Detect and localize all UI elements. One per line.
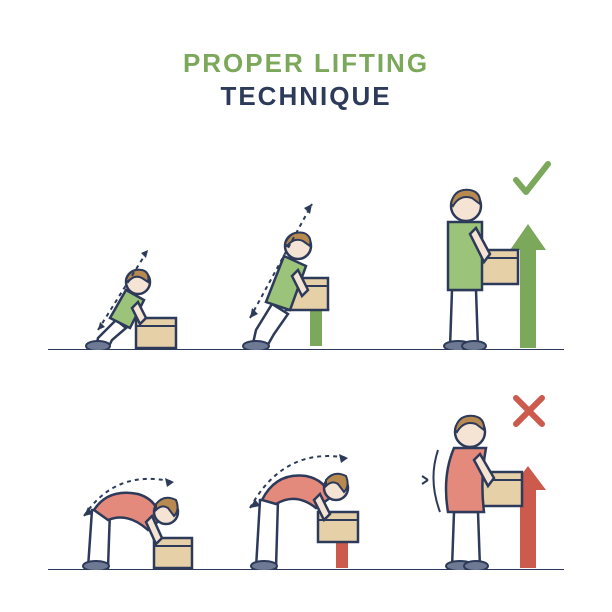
figure-squat-low (48, 200, 198, 350)
panel-wrong-1 (48, 420, 208, 570)
row-correct (48, 150, 564, 350)
title-line1: PROPER LIFTING (0, 48, 612, 79)
panel-wrong-2 (218, 400, 388, 570)
panel-correct-1 (48, 200, 198, 350)
figure-bend-mid (218, 400, 388, 570)
cross-icon (516, 398, 542, 424)
figure-stand-correct (398, 150, 568, 350)
check-icon (516, 164, 548, 192)
panel-correct-2 (208, 170, 378, 350)
figure-squat-mid (208, 170, 378, 350)
figure-bend-low (48, 420, 208, 570)
panel-wrong-3 (398, 380, 568, 570)
title: PROPER LIFTING TECHNIQUE (0, 0, 612, 112)
title-line2: TECHNIQUE (0, 81, 612, 112)
arrow-up-icon (510, 224, 546, 348)
row-wrong (48, 380, 564, 570)
figure-stand-wrong (398, 380, 568, 570)
panel-correct-3 (398, 150, 568, 350)
